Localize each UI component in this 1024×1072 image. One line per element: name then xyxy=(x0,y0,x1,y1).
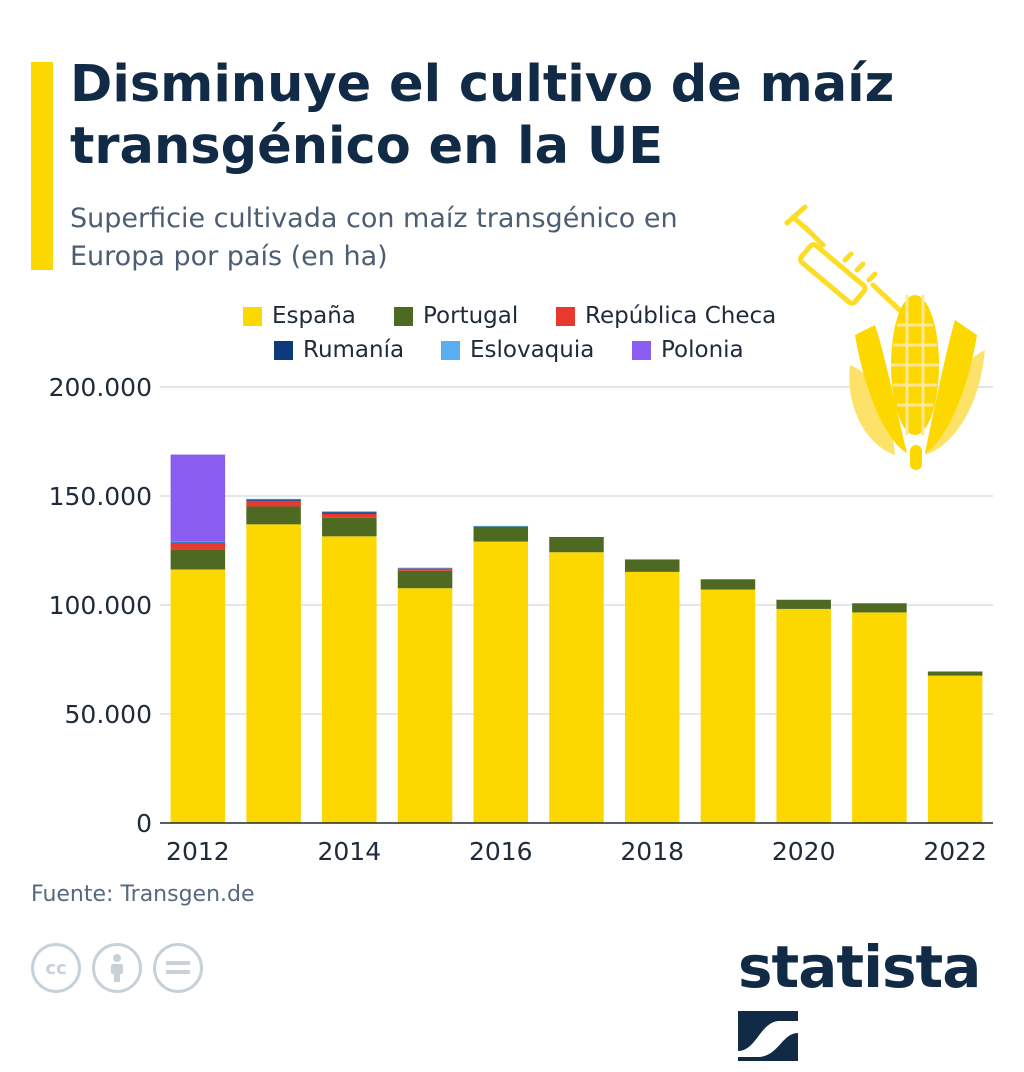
bar-portugal-2018 xyxy=(624,559,680,572)
source-note: Fuente: Transgen.de xyxy=(31,882,255,907)
legend-item-republica-checa: República Checa xyxy=(556,303,776,329)
bar-portugal-2012 xyxy=(170,549,226,570)
bar-portugal-2019 xyxy=(700,579,756,590)
bar-espana-2022 xyxy=(927,675,983,823)
bar-espana-2019 xyxy=(700,589,756,823)
legend-swatch-eslovaquia xyxy=(441,340,460,360)
legend-swatch-republica-checa xyxy=(556,306,575,326)
attribution-icon[interactable] xyxy=(92,943,142,993)
license-icons: cc xyxy=(31,943,203,993)
legend-item-eslovaquia: Eslovaquia xyxy=(441,337,594,363)
legend-swatch-polonia xyxy=(632,340,651,360)
chart-legend: España Portugal República Checa Rumanía … xyxy=(0,303,1024,373)
page-subtitle: Superficie cultivada con maíz transgénic… xyxy=(70,203,678,272)
x-tick-label: 2022 xyxy=(923,837,987,866)
legend-swatch-espana xyxy=(243,306,262,326)
legend-label-portugal: Portugal xyxy=(423,303,519,329)
corn-syringe-icon xyxy=(784,204,910,320)
bar-espana-2016 xyxy=(473,541,529,823)
bar-portugal-2022 xyxy=(927,671,983,676)
bar-republica-checa-2015 xyxy=(397,568,453,571)
bar-eslovaquia-2014 xyxy=(322,511,377,513)
y-tick-label: 150.000 xyxy=(49,482,152,511)
legend-item-polonia: Polonia xyxy=(632,337,744,363)
bar-espana-2018 xyxy=(624,571,680,823)
cc-icon[interactable]: cc xyxy=(31,943,81,993)
bar-republica-checa-2012 xyxy=(170,542,226,550)
bar-portugal-2014 xyxy=(322,517,377,537)
bar-eslovaquia-2013 xyxy=(246,498,301,500)
bar-portugal-2021 xyxy=(852,603,907,613)
legend-item-espana: España xyxy=(243,303,356,329)
y-tick-label: 50.000 xyxy=(65,700,152,729)
bar-espana-2020 xyxy=(776,608,831,823)
statista-logo[interactable]: statista xyxy=(738,932,1024,1072)
bar-portugal-2015 xyxy=(397,570,453,589)
x-tick-label: 2018 xyxy=(620,837,684,866)
bar-polonia-2012 xyxy=(170,454,226,542)
y-tick-label: 0 xyxy=(136,809,152,838)
bar-espana-2015 xyxy=(397,588,453,823)
bar-rumania-2013 xyxy=(246,499,301,501)
statista-mark-icon xyxy=(738,1011,798,1061)
y-tick-label: 200.000 xyxy=(49,373,152,402)
legend-item-rumania: Rumanía xyxy=(274,337,404,363)
bar-portugal-2013 xyxy=(246,506,301,525)
bar-espana-2013 xyxy=(246,524,301,823)
x-tick-label: 2016 xyxy=(469,837,533,866)
y-tick-label: 100.000 xyxy=(49,591,152,620)
legend-label-espana: España xyxy=(272,303,356,329)
legend-swatch-portugal xyxy=(394,306,413,326)
legend-label-republica-checa: República Checa xyxy=(585,303,777,329)
no-derivatives-icon[interactable] xyxy=(153,943,203,993)
bar-espana-2012 xyxy=(170,569,226,823)
legend-item-portugal: Portugal xyxy=(394,303,518,329)
accent-bar xyxy=(31,62,53,270)
bar-portugal-2020 xyxy=(776,599,831,609)
y-axis-labels: 0 50.000 100.000 150.000 200.000 xyxy=(49,373,152,838)
legend-label-eslovaquia: Eslovaquia xyxy=(470,337,595,363)
bar-eslovaquia-2016 xyxy=(473,525,529,527)
bar-portugal-2017 xyxy=(549,536,604,553)
bar-republica-checa-2014 xyxy=(322,513,377,518)
corn-cob-icon xyxy=(849,295,985,470)
page-title: Disminuye el cultivo de maíz transgénico… xyxy=(70,55,895,176)
legend-label-polonia: Polonia xyxy=(661,337,744,363)
bar-espana-2021 xyxy=(852,612,907,823)
bar-portugal-2016 xyxy=(473,526,529,542)
bar-espana-2017 xyxy=(549,552,604,823)
x-tick-label: 2014 xyxy=(318,837,382,866)
legend-label-rumania: Rumanía xyxy=(303,337,405,363)
bar-republica-checa-2013 xyxy=(246,500,301,507)
bar-espana-2014 xyxy=(322,536,377,823)
x-tick-label: 2012 xyxy=(166,837,230,866)
bar-eslovaquia-2012 xyxy=(170,541,226,543)
x-axis-labels: 2012 2014 2016 2018 2020 2022 xyxy=(166,837,987,866)
legend-swatch-rumania xyxy=(274,340,293,360)
x-tick-label: 2020 xyxy=(772,837,836,866)
bar-eslovaquia-2015 xyxy=(397,567,453,569)
chart-bars xyxy=(170,454,983,823)
brand-wordmark: statista xyxy=(738,933,981,1001)
bar-rumania-2012 xyxy=(170,542,226,544)
bar-rumania-2014 xyxy=(322,512,377,514)
